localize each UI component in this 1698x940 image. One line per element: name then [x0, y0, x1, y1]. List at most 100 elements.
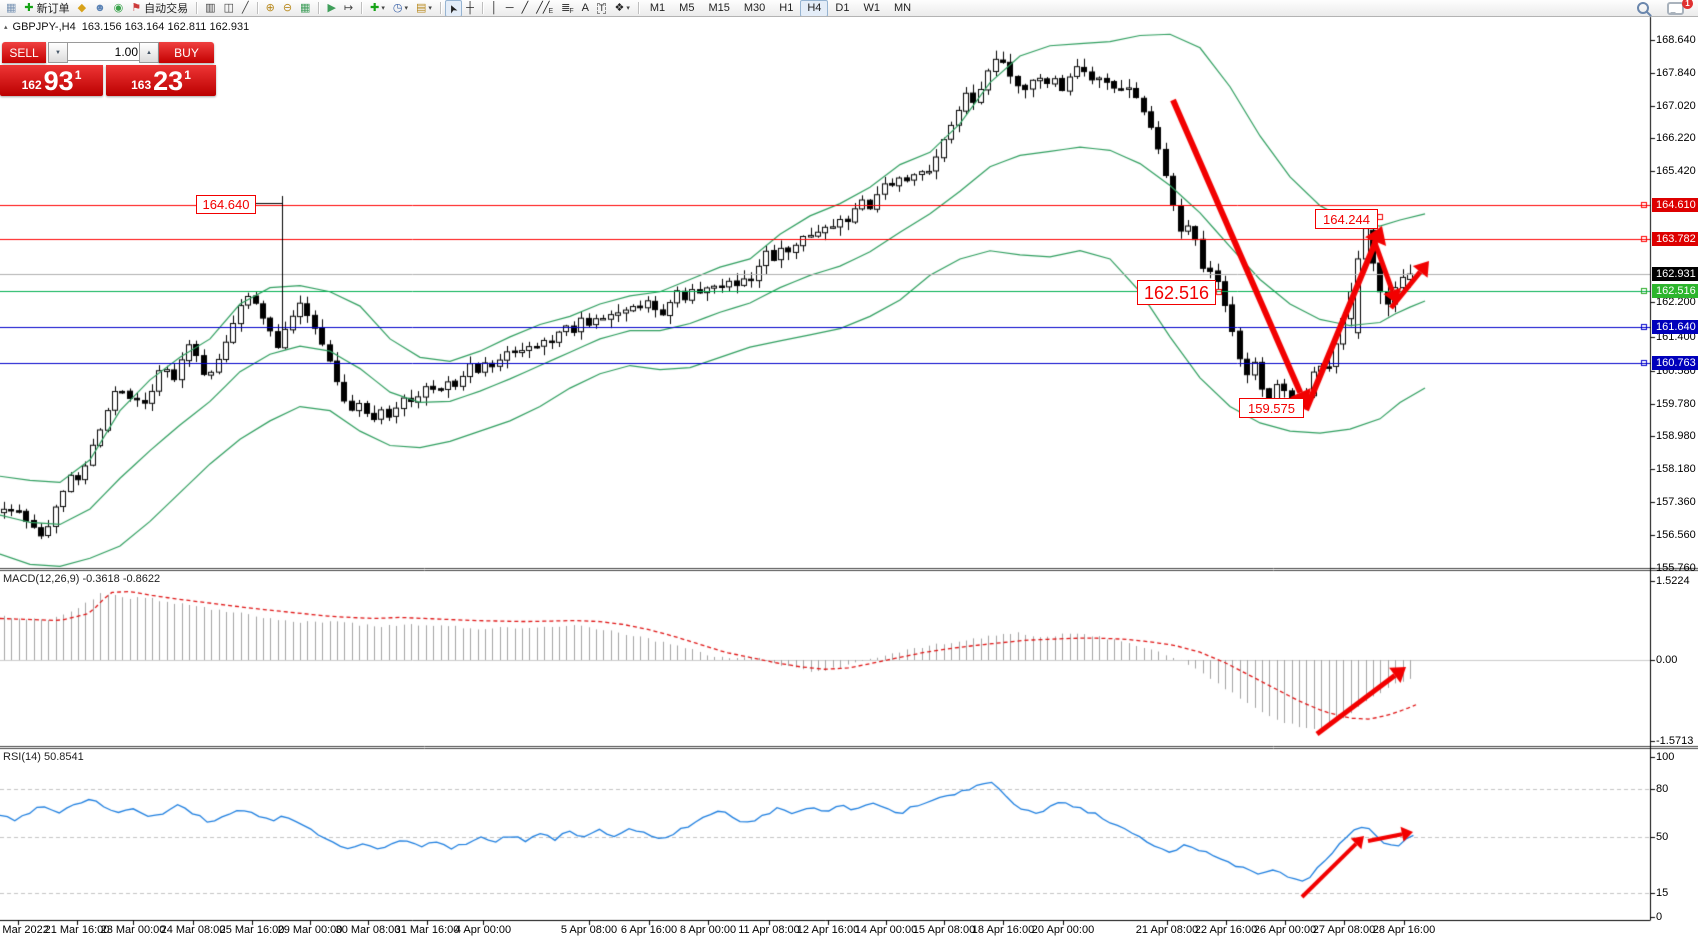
zoom-in-button[interactable]: ⊕ — [262, 0, 279, 16]
candlestick-chart-type-button[interactable]: ◫ — [220, 0, 238, 16]
equidistant-channel-tool-button[interactable]: ╱╱ E — [532, 0, 557, 16]
indicators-button[interactable]: ✚ ▾ — [366, 0, 389, 16]
periods-button[interactable]: ◷ ▾ — [389, 0, 412, 16]
horizontal-line-tool-button-glyph: ─ — [505, 1, 514, 14]
arrows-tool-button[interactable]: ❖ ▾ — [610, 0, 633, 16]
bar-chart-type-button[interactable]: ▥ — [201, 0, 219, 16]
toolbar: ▦ ✚ 新订单 ◆ ☻ ◉ ⚑ 自动交易 ▥ ◫ ╱ ⊕ ⊖ ▦ ▶ ↦ ✚ ▾ ◷ ▾ ▤ ▾ ➤ ┼ │ ─ ╱ ╱╱ E ≣ F A T ❖… — [0, 0, 1698, 17]
crosshair-tool-button[interactable]: ┼ — [462, 0, 478, 16]
timeframe-mn[interactable]: MN — [893, 2, 912, 14]
chart-shift-button-glyph: ↦ — [343, 1, 354, 14]
zoom-out-button-glyph: ⊖ — [282, 1, 293, 14]
timeframe-m15[interactable]: M15 — [708, 2, 730, 14]
text-label-tool-button[interactable]: T — [593, 0, 611, 16]
crosshair-tool-button-glyph: ┼ — [466, 1, 474, 14]
search-icon[interactable] — [1633, 0, 1653, 17]
toolbar-separator — [481, 2, 483, 14]
auto-scroll-button[interactable]: ▶ — [323, 0, 339, 16]
zoom-in-button-glyph: ⊕ — [265, 1, 275, 14]
volume-decrease-button[interactable]: ▼ — [48, 42, 68, 63]
new-order-button[interactable]: ✚ 新订单 — [20, 0, 73, 16]
autotrading-button-label: 自动交易 — [144, 3, 189, 15]
price-annotation-box[interactable]: 159.575 — [1239, 398, 1304, 418]
timeframe-d1[interactable]: D1 — [835, 2, 850, 14]
timeframe-m5[interactable]: M5 — [679, 2, 695, 14]
format-painter-icon-glyph: ◆ — [77, 1, 87, 14]
indicator-scale-label: 100 — [1656, 751, 1675, 763]
templates-button[interactable]: ▤ ▾ — [412, 0, 436, 16]
price-annotation-box[interactable]: 164.244 — [1315, 209, 1378, 229]
timeframe-m30[interactable]: M30 — [743, 2, 766, 14]
timeframe-h1[interactable]: H1 — [779, 2, 794, 14]
vertical-line-tool-button-glyph: │ — [490, 1, 498, 14]
vertical-line-tool-button[interactable]: │ — [487, 0, 502, 16]
time-tick-label: 25 Mar 16:00 — [219, 924, 285, 936]
chart-shift-button[interactable]: ↦ — [340, 0, 357, 16]
price-tick-label: 162.200 — [1656, 296, 1696, 308]
price-flag-label: 160.763 — [1652, 356, 1698, 370]
indicator-scale-label: 1.5224 — [1656, 575, 1690, 587]
time-tick-label: 28 Apr 16:00 — [1372, 924, 1436, 936]
timeframe-m1[interactable]: M1 — [649, 2, 666, 14]
price-tick-label: 167.840 — [1656, 67, 1696, 79]
ask-whole: 163 — [131, 78, 152, 92]
price-tick-label: 158.980 — [1656, 430, 1696, 442]
indicator-scale-label: 0 — [1656, 911, 1663, 923]
price-flag-label: 162.516 — [1652, 284, 1698, 298]
time-tick-label: 30 Mar 08:00 — [335, 924, 401, 936]
indicators-button-glyph: ✚ — [370, 1, 380, 14]
spin-down-icon: ▼ — [55, 49, 61, 56]
timeframe-w1[interactable]: W1 — [863, 2, 880, 14]
horizontal-line-tool-button[interactable]: ─ — [502, 0, 518, 16]
chart-collapse-icon[interactable]: ▴ — [4, 24, 8, 31]
ask-pipette: 1 — [184, 68, 191, 82]
bid-price[interactable]: 162 93 1 — [0, 65, 103, 96]
sell-button[interactable]: SELL — [2, 42, 46, 63]
equidistant-channel-tool-button-sub-label: E — [548, 8, 554, 15]
indicator-scale-label: 0.00 — [1656, 654, 1678, 666]
volume-increase-button[interactable]: ▲ — [139, 42, 159, 63]
spin-up-icon: ▲ — [146, 49, 152, 56]
price-flag-label: 163.782 — [1652, 232, 1698, 246]
time-tick-label: 21 Mar 16:00 — [44, 924, 110, 936]
cursor-tool-button[interactable]: ➤ — [444, 0, 463, 16]
price-annotation-box[interactable]: 162.516 — [1137, 280, 1216, 305]
periods-button-glyph: ◷ — [392, 1, 403, 14]
profiles-icon[interactable]: ☻ — [90, 0, 110, 16]
format-painter-icon[interactable]: ◆ — [74, 0, 90, 16]
toolbar-separator — [318, 2, 320, 14]
trendline-tool-button[interactable]: ╱ — [518, 0, 533, 16]
volume-input[interactable] — [67, 42, 143, 61]
toolbar-separator — [256, 2, 258, 14]
price-tick-label: 161.400 — [1656, 331, 1696, 343]
text-tool-button[interactable]: A — [578, 0, 593, 16]
dropdown-arrow-icon: ▾ — [404, 5, 408, 12]
chart-window-icon[interactable]: ▦ — [2, 0, 20, 16]
toolbar-separator — [637, 2, 639, 14]
price-annotation-box[interactable]: 164.640 — [196, 195, 256, 214]
autotrading-button[interactable]: ⚑ 自动交易 — [127, 0, 192, 16]
ask-price[interactable]: 163 23 1 — [106, 65, 216, 96]
line-chart-type-button[interactable]: ╱ — [238, 0, 253, 16]
time-tick-label: 8 Apr 00:00 — [679, 924, 737, 936]
time-tick-label: 23 Mar 00:00 — [100, 924, 166, 936]
bar-chart-type-button-glyph: ▥ — [205, 1, 216, 14]
equidistant-channel-tool-button-glyph: ╱╱ — [536, 1, 550, 14]
timeframe-h4[interactable]: H4 — [800, 0, 829, 16]
zoom-out-button[interactable]: ⊖ — [279, 0, 296, 16]
time-tick-label: 4 Apr 00:00 — [454, 924, 512, 936]
tile-windows-button-glyph: ▦ — [300, 1, 311, 14]
indicator-scale-label: 15 — [1656, 887, 1669, 899]
time-tick-label: 5 Apr 08:00 — [560, 924, 618, 936]
notifications-icon[interactable]: 1 — [1663, 0, 1693, 17]
signals-icon[interactable]: ◉ — [110, 0, 128, 16]
price-tick-label: 155.760 — [1656, 562, 1696, 574]
trendline-tool-button-glyph: ╱ — [521, 1, 529, 14]
rsi-indicator-label: RSI(14) 50.8541 — [3, 751, 84, 763]
fibonacci-tool-button[interactable]: ≣ F — [557, 0, 578, 16]
buy-button[interactable]: BUY — [159, 42, 214, 63]
time-tick-label: 11 Apr 08:00 — [738, 924, 800, 936]
indicator-scale-label: 80 — [1656, 783, 1669, 795]
tile-windows-button[interactable]: ▦ — [296, 0, 314, 16]
